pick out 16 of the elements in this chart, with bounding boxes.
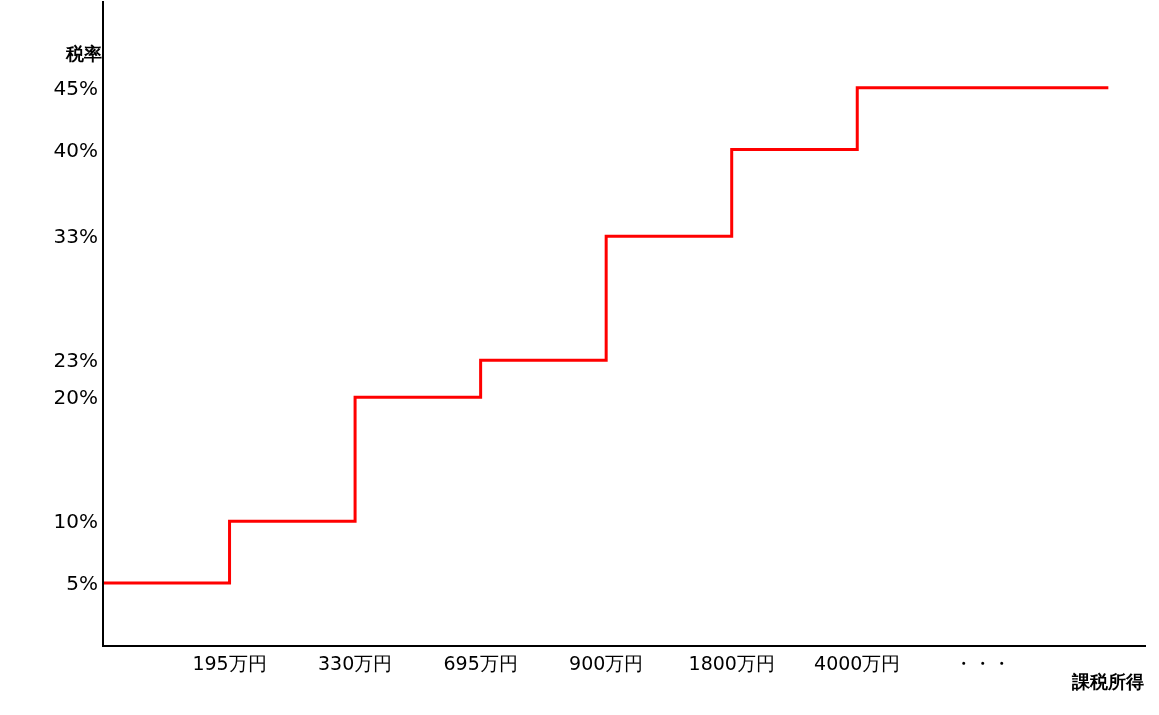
x-tick-label: 900万円 <box>569 651 644 674</box>
y-axis-title: 税率 <box>65 43 102 64</box>
x-tick-label: 1800万円 <box>688 651 775 674</box>
y-tick-label: 33% <box>53 224 98 249</box>
y-tick-label: 40% <box>53 137 98 162</box>
y-tick-label: 10% <box>53 509 98 534</box>
x-tick-label: 330万円 <box>317 651 393 674</box>
y-tick-label: 5% <box>66 571 98 596</box>
y-tick-label: 20% <box>53 385 98 410</box>
x-tick-label: 195万円 <box>192 651 267 674</box>
x-axis-title: 課税所得 <box>1071 671 1144 692</box>
y-tick-label: 45% <box>53 75 98 100</box>
x-tick-label: 695万円 <box>443 651 518 674</box>
x-tick-label: ・・・ <box>954 651 1012 674</box>
y-tick-label: 23% <box>53 348 98 373</box>
x-tick-label: 4000万円 <box>814 651 901 674</box>
